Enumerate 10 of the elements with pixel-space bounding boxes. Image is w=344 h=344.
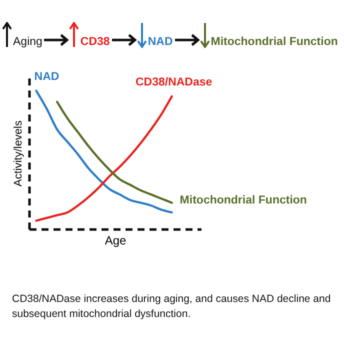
text: Aging xyxy=(13,36,42,48)
text: NAD xyxy=(148,36,173,48)
series-label: NAD xyxy=(34,70,60,83)
text: CD38 xyxy=(80,36,110,48)
series-label: CD38/NADase xyxy=(135,76,212,88)
x-axis-title: Age xyxy=(104,234,126,248)
y-axis-title: Activity/levels xyxy=(12,120,24,187)
series-label: Mitochondrial Function xyxy=(180,194,307,207)
text: CD38/NADase increases during aging, and causes NAD decline and subsequent mitochondrial dysfunction. xyxy=(12,292,332,322)
text: Mitochondrial Function xyxy=(210,36,338,48)
